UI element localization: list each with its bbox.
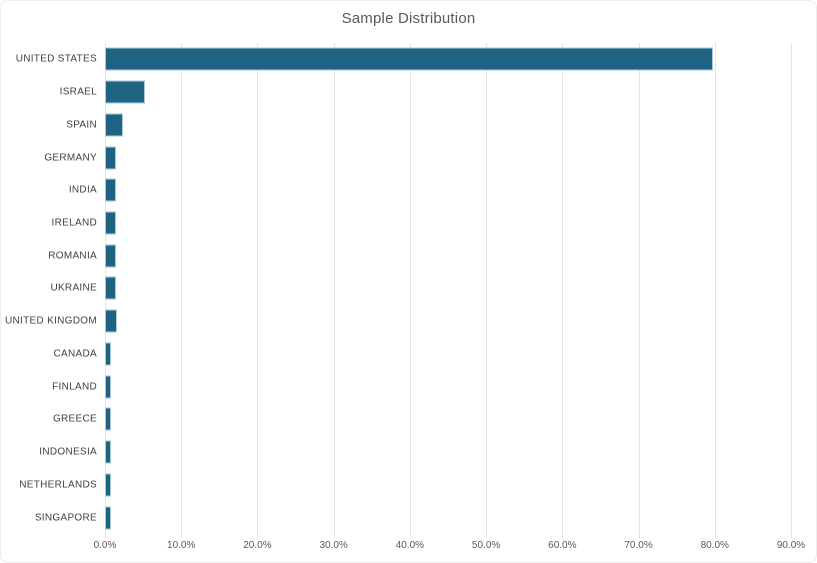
bar [105, 309, 118, 333]
category-label: INDONESIA [39, 446, 97, 458]
bar-row: SINGAPORE [1, 501, 816, 534]
gridline [257, 43, 259, 538]
x-tick-label: 70.0% [624, 540, 653, 551]
x-tick-label: 20.0% [243, 540, 272, 551]
bar [105, 178, 117, 202]
category-label: UNITED STATES [15, 53, 97, 65]
bar [105, 244, 117, 268]
gridline [409, 43, 411, 538]
category-label: ROMANIA [48, 250, 97, 262]
bar [105, 440, 112, 464]
bar-row: IRELAND [1, 207, 816, 240]
gridline [486, 43, 488, 538]
category-label: IRELAND [51, 217, 97, 229]
bar-row: ISRAEL [1, 76, 816, 109]
chart-title: Sample Distribution [341, 10, 476, 27]
bar [105, 407, 112, 431]
bar-row: UKRAINE [1, 272, 816, 305]
category-label: NETHERLANDS [19, 479, 97, 491]
category-label: INDIA [68, 184, 97, 196]
x-tick-label: 60.0% [548, 540, 577, 551]
x-tick-label: 80.0% [700, 540, 729, 551]
gridline [714, 43, 716, 538]
bar-row: INDIA [1, 174, 816, 207]
bar [105, 47, 714, 71]
bar [105, 473, 112, 497]
x-axis: 0.0% 10.0% 20.0% 30.0% 40.0% 50.0% 60.0% 70.0% 8… [1, 540, 816, 556]
bar [105, 211, 117, 235]
gridline [333, 43, 335, 538]
category-label: UKRAINE [50, 282, 97, 294]
category-label: GERMANY [44, 152, 97, 164]
category-label: ISRAEL [59, 86, 97, 98]
bar [105, 113, 124, 137]
x-tick-label: 90.0% [776, 540, 806, 551]
category-label: UNITED KINGDOM [5, 315, 97, 327]
x-tick-label: 50.0% [471, 540, 501, 551]
bar-rows: UNITED STATES ISRAEL SPAIN GERMANY INDIA IREL… [1, 43, 816, 534]
bar [105, 375, 112, 399]
bar-row: INDONESIA [1, 436, 816, 469]
bar-row: NETHERLANDS [1, 469, 816, 502]
category-label: SPAIN [66, 119, 97, 131]
bar [105, 276, 117, 300]
bar [105, 506, 112, 530]
x-tick-label: 30.0% [319, 540, 348, 551]
bar [105, 146, 117, 170]
bar-row: FINLAND [1, 370, 816, 403]
x-tick-label: 10.0% [167, 540, 196, 551]
x-tick-label: 0.0% [93, 540, 117, 551]
bar-row: ROMANIA [1, 239, 816, 272]
bar-row: CANADA [1, 338, 816, 371]
bar-row: SPAIN [1, 108, 816, 141]
gridline [562, 43, 564, 538]
category-label: CANADA [53, 348, 97, 360]
bar-row: GREECE [1, 403, 816, 436]
bar-row: UNITED STATES [1, 43, 816, 76]
category-label: GREECE [52, 413, 97, 425]
bar [105, 80, 145, 104]
bar [105, 342, 112, 366]
gridline [181, 43, 183, 538]
gridline [791, 43, 792, 538]
category-label: SINGAPORE [34, 512, 97, 524]
bar-row: GERMANY [1, 141, 816, 174]
category-label: FINLAND [52, 381, 97, 393]
gridline [638, 43, 640, 538]
x-tick-label: 40.0% [395, 540, 425, 551]
bar-row: UNITED KINGDOM [1, 305, 816, 338]
